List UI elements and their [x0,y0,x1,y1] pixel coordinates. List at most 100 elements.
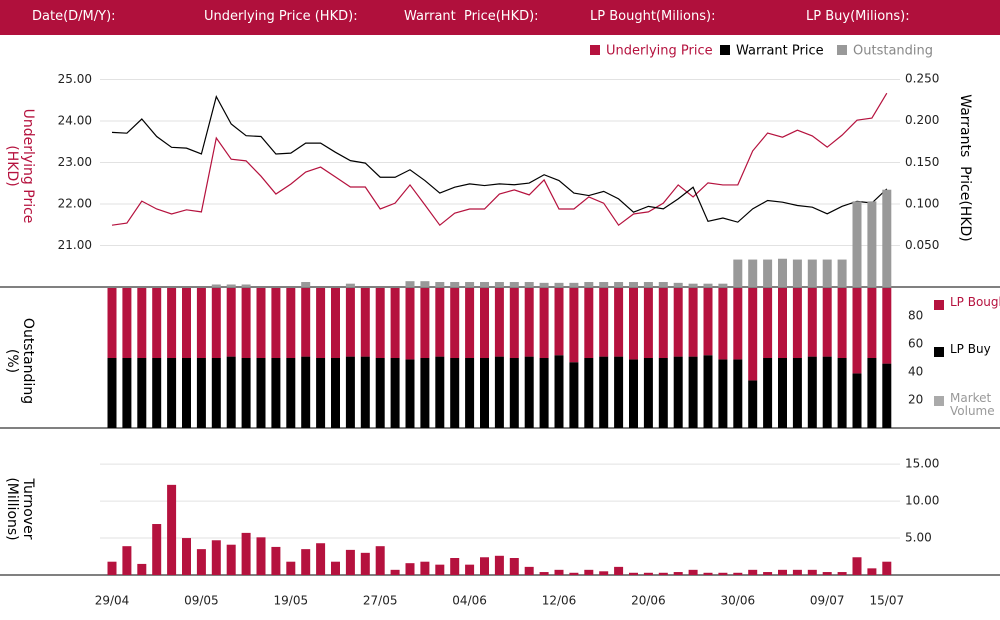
stacked-bar [599,356,609,428]
stacked-bar [480,288,489,358]
y2-axis-label: Warrants Price(HKD) [957,94,973,242]
outstanding-bar [524,282,534,287]
stacked-bar [867,288,877,358]
stacked-bar [137,358,147,428]
stacked-bar [807,288,817,357]
tick-label: 25.00 [58,72,92,86]
stacked-bar [107,358,117,428]
stacked-bar [807,356,817,428]
stacked-bar [837,288,847,358]
stacked-bar [837,358,847,428]
stacked-bar [241,288,251,358]
stacked-bar [673,288,683,357]
outstanding-bar [852,201,862,287]
stacked-bar [465,358,475,428]
legend-label: Market Volume [950,391,995,418]
outstanding-bar [450,282,460,287]
turnover-bar [524,566,534,575]
stacked-bar [509,288,519,358]
legend-swatch [934,300,944,310]
stacked-bar [658,358,668,428]
stacked-bar [792,288,802,358]
stacked-bar [763,358,773,428]
stacked-bar [733,288,743,360]
stacked-bar [584,288,594,358]
x-tick-label: 29/04 [95,594,130,608]
tick-label: 40 [908,365,923,379]
tick-label: 0.150 [905,155,939,169]
outstanding-bar [420,281,430,287]
stacked-bar [241,358,251,428]
stacked-bar [405,359,415,428]
x-tick-label: 27/05 [363,594,398,608]
stacked-bar [733,359,743,428]
outstanding-bar [658,282,668,287]
legend-label: Warrant Price [736,44,824,59]
turnover-bar [733,572,743,575]
x-tick-label: 09/05 [184,594,219,608]
turnover-bar [792,569,802,575]
stacked-bar [301,356,311,428]
x-tick-label: 04/06 [452,594,487,608]
turnover-bar [271,546,281,575]
header-label: Date(D/M/Y): [32,9,116,24]
turnover-bar [152,524,162,575]
tick-label: 80 [908,309,923,323]
x-tick-label: 12/06 [542,594,577,608]
stacked-bar [450,288,460,358]
turnover-bar [256,537,266,575]
stacked-bar [494,288,504,357]
legend-label: LP Buy [950,342,991,356]
stacked-bar [748,288,758,381]
turnover-bar [122,546,132,575]
turnover-bar [748,569,758,575]
legend-item: LP Buy [934,342,1000,357]
stacked-bar [629,359,638,428]
tick-label: 0.050 [905,238,939,252]
stacked-bar [122,288,132,358]
turnover-bar [673,572,683,575]
turnover-bar [778,569,787,575]
tick-label: 0.250 [905,72,939,86]
turnover-bar [167,484,177,575]
header-bar: Date(D/M/Y): Underlying Price (HKD): War… [0,0,1000,35]
y-axis-label: Underlying Price (HKD) [4,108,36,228]
tick-label: 23.00 [58,155,92,169]
outstanding-bar [405,281,415,287]
outstanding-bar [629,282,638,287]
outstanding-bar [614,282,624,287]
turnover-bar [196,549,206,575]
stacked-bar [688,288,698,357]
legend-swatch [720,45,730,55]
header-label: LP Bought(Milions): [590,9,716,24]
stacked-bar [196,288,206,358]
tick-label: 0.100 [905,196,939,210]
stacked-bar [390,288,400,358]
turnover-bar [569,572,579,575]
legend-swatch [934,396,944,406]
outstanding-bar [733,259,743,287]
tick-label: 5.00 [905,531,932,545]
turnover-bar [852,557,862,575]
outstanding-bar [435,282,445,287]
stacked-bar [584,358,594,428]
stacked-bar [450,358,460,428]
turnover-bar [554,569,564,575]
stacked-bar [420,288,430,358]
outstanding-bar [584,282,594,287]
stacked-bar [852,288,862,374]
turnover-bar [480,557,489,575]
turnover-bar [390,569,400,575]
stacked-bar [822,356,832,428]
outstanding-bar [778,258,787,287]
outstanding-bar [673,282,683,287]
outstanding-bar [211,284,221,287]
x-tick-label: 20/06 [631,594,666,608]
outstanding-bar [748,259,758,287]
stacked-bar [390,358,400,428]
stacked-bar [599,288,609,357]
x-tick-label: 09/07 [810,594,845,608]
stacked-bar [465,288,475,358]
header-label: LP Buy(Milions): [806,9,910,24]
tick-label: 60 [908,337,923,351]
